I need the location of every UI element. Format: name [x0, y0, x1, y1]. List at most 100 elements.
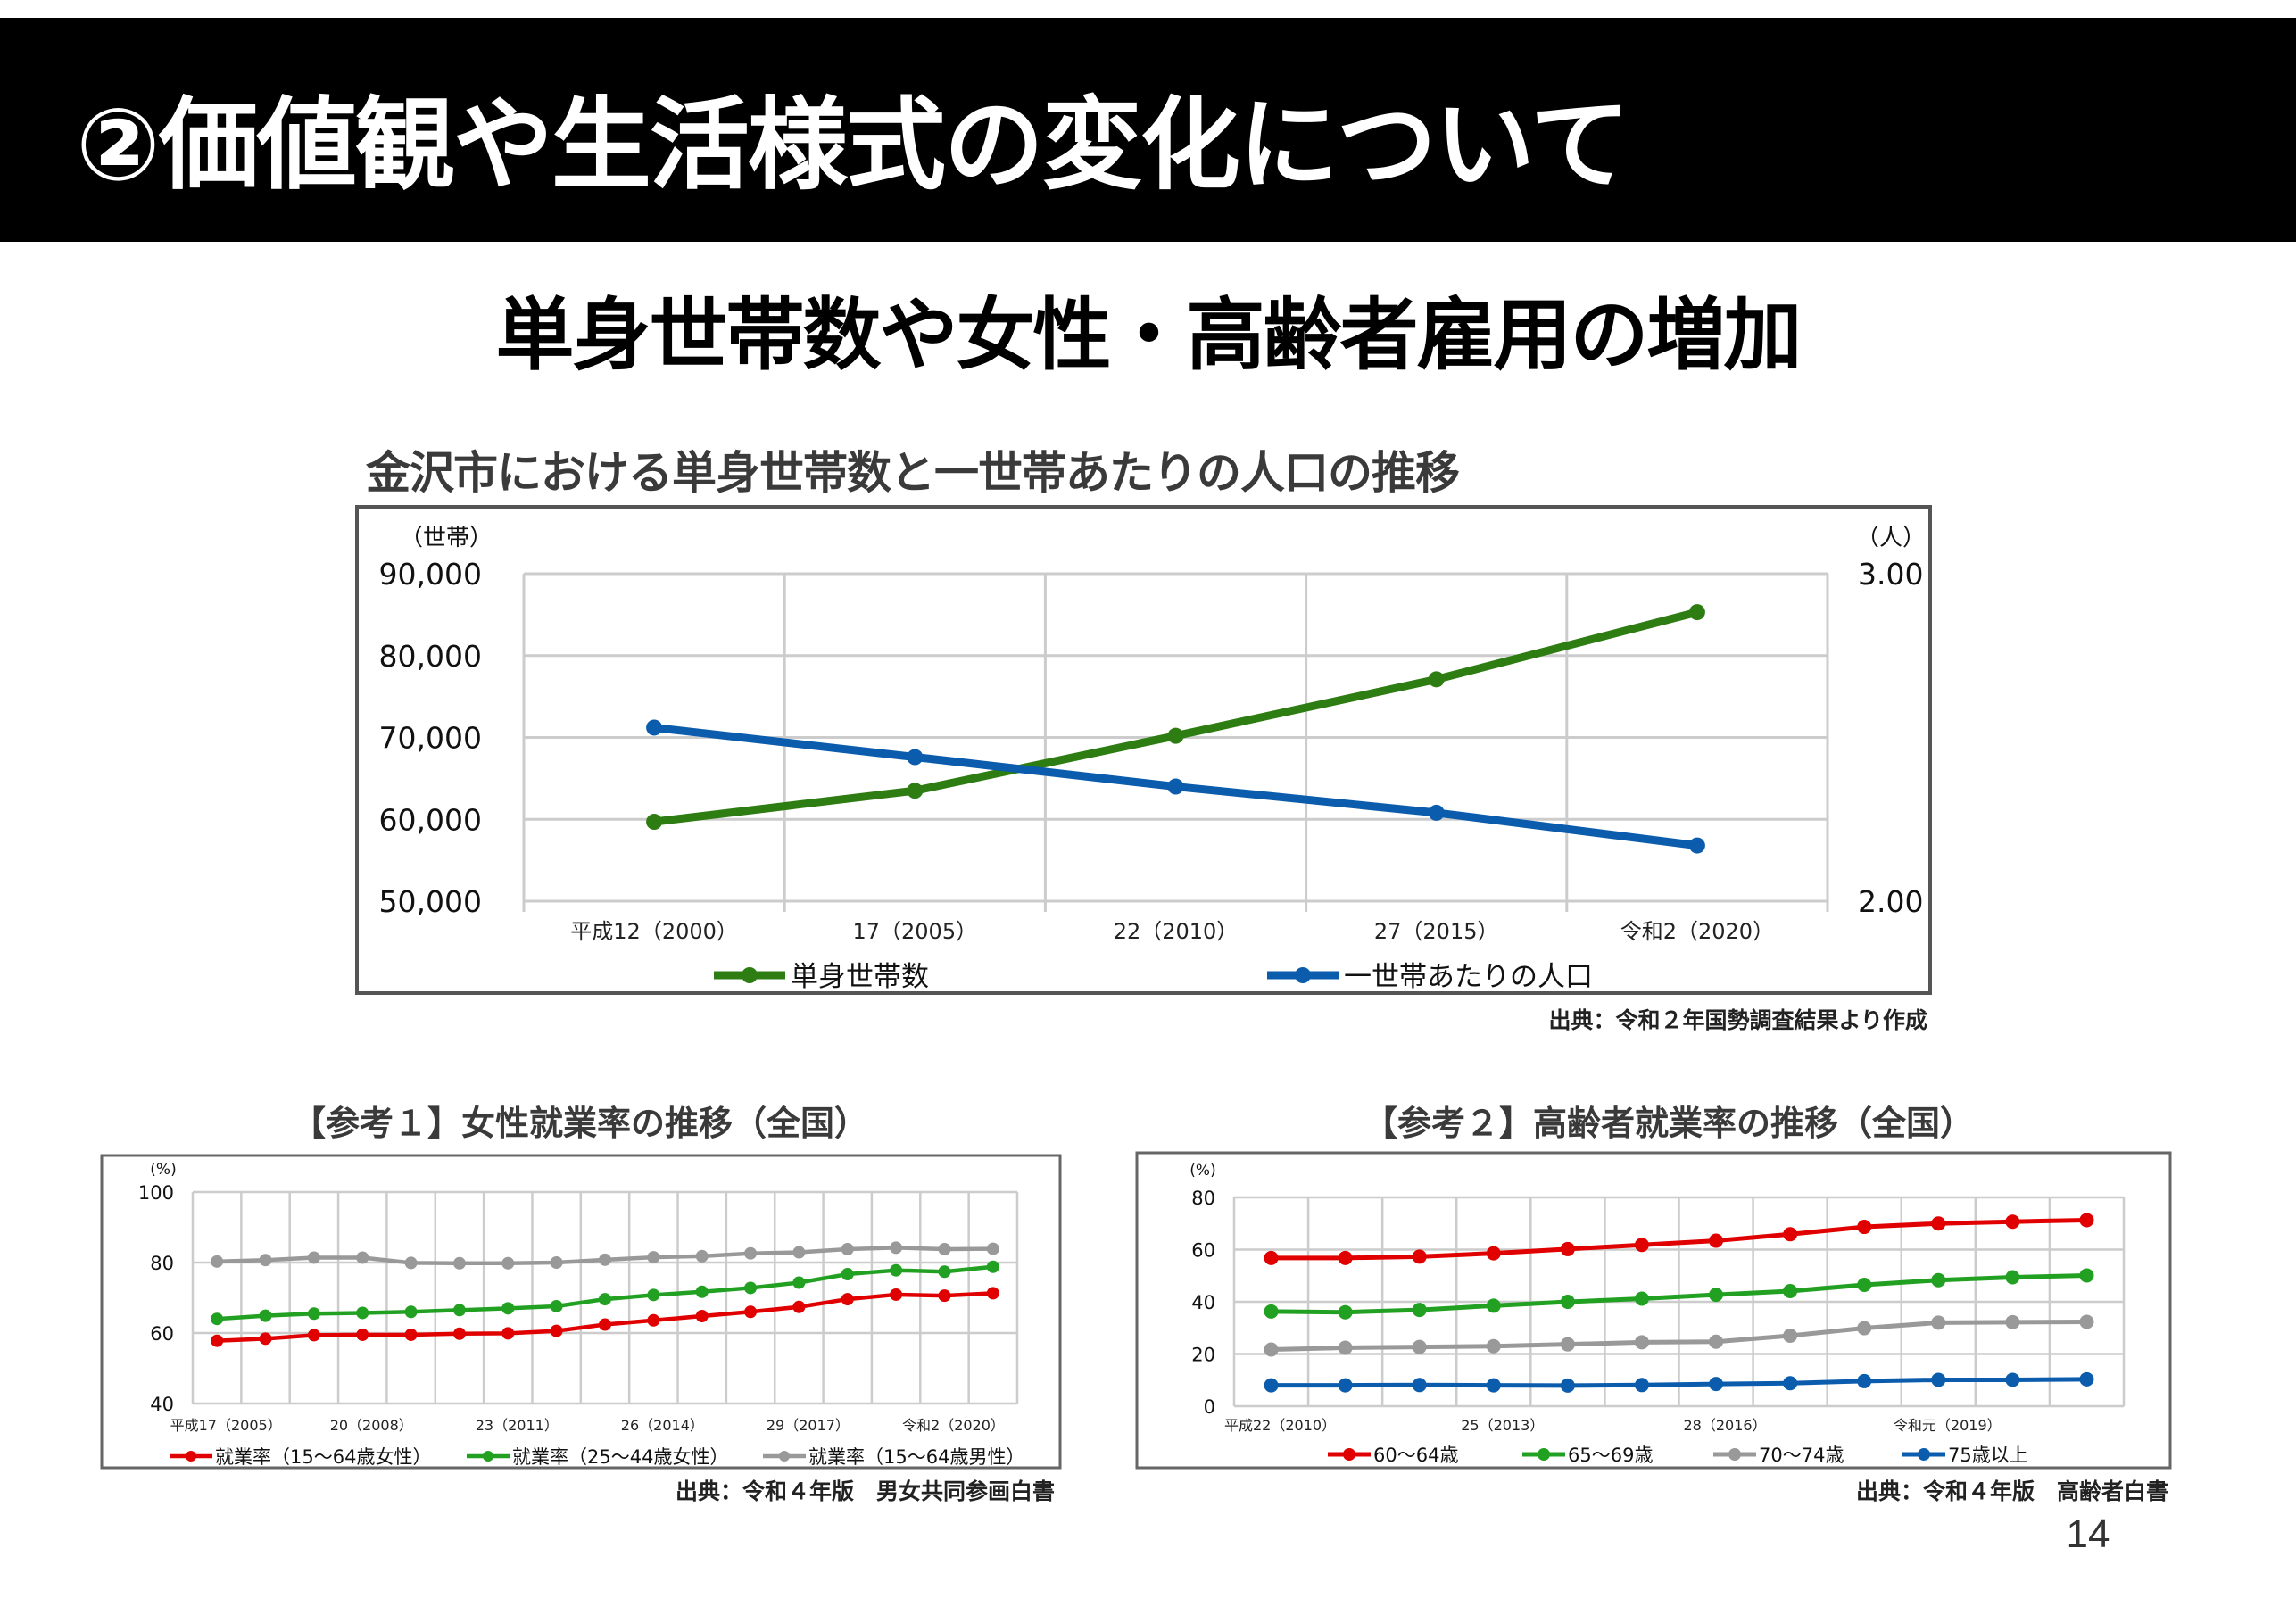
legend-label: 75歳以上: [1948, 1445, 2028, 1466]
data-point: [1709, 1334, 1724, 1349]
data-point: [1486, 1378, 1501, 1393]
data-point: [1931, 1272, 1946, 1288]
data-point: [307, 1329, 320, 1342]
data-point: [1167, 727, 1184, 744]
left-axis-tick-label: 60,000: [379, 802, 482, 837]
y-axis-tick-label: 40: [150, 1394, 174, 1415]
x-axis-tick-label: 22（2010）: [1114, 919, 1239, 944]
data-point: [744, 1305, 758, 1319]
legend-marker: [1343, 1448, 1355, 1461]
x-axis-tick-label: 23（2011）: [476, 1417, 559, 1434]
main-chart-title: 金沢市における単身世帯数と一世帯あたりの人口の推移: [366, 447, 1460, 499]
data-point: [211, 1255, 224, 1268]
data-point: [1412, 1249, 1427, 1264]
data-point: [938, 1242, 951, 1255]
x-axis-tick-label: 29（2017）: [767, 1417, 850, 1434]
legend-label: 65～69歳: [1568, 1445, 1653, 1466]
data-point: [2079, 1268, 2094, 1283]
data-point: [1338, 1340, 1353, 1355]
y-axis-unit-label: (%): [1189, 1162, 1215, 1180]
data-point: [211, 1312, 224, 1326]
data-point: [1931, 1372, 1946, 1387]
y-axis-tick-label: 0: [1204, 1396, 1215, 1418]
elderly-chart-title: 【参考２】高齢者就業率の推移（全国）: [1363, 1104, 1974, 1143]
data-point: [1338, 1250, 1353, 1265]
data-point: [599, 1253, 611, 1266]
data-point: [1857, 1220, 1872, 1235]
legend-label: 単身世帯数: [791, 961, 929, 993]
x-axis-tick-label: 平成22（2010）: [1224, 1417, 1336, 1434]
data-point: [1931, 1315, 1946, 1330]
x-axis-tick-label: 26（2014）: [621, 1417, 704, 1434]
legend-label: 一世帯あたりの人口: [1344, 961, 1593, 993]
x-axis-tick-label: 令和元（2019）: [1894, 1417, 2002, 1434]
data-point: [452, 1327, 466, 1340]
data-point: [1486, 1338, 1501, 1354]
left-axis-tick-label: 80,000: [379, 639, 482, 674]
data-point: [2079, 1371, 2094, 1387]
y-axis-tick-label: 60: [150, 1323, 174, 1345]
x-axis-tick-label: 17（2005）: [852, 919, 977, 944]
legend-marker: [1728, 1448, 1741, 1461]
data-point: [1338, 1304, 1353, 1320]
data-point: [1412, 1303, 1427, 1318]
elderly-chart-source: 出典：令和４年版 高齢者白書: [1855, 1478, 2168, 1504]
data-point: [890, 1288, 903, 1301]
right-axis-tick-label: 3.00: [1858, 557, 1923, 592]
data-point: [259, 1309, 272, 1322]
series-line: [1271, 1217, 2087, 1261]
series-line: [1271, 1320, 2087, 1353]
y-axis-tick-label: 100: [138, 1182, 174, 1204]
legend-label: 就業率（15～64歳女性）: [215, 1446, 431, 1468]
legend-marker: [1918, 1448, 1930, 1461]
left-axis-unit-label: （世帯）: [400, 525, 493, 551]
data-point: [1264, 1378, 1279, 1393]
right-axis-tick-label: 2.00: [1858, 884, 1923, 919]
data-point: [1264, 1304, 1279, 1319]
data-point: [2079, 1213, 2094, 1228]
data-point: [890, 1263, 903, 1277]
data-point: [1560, 1378, 1575, 1393]
data-point: [211, 1334, 224, 1347]
legend-marker: [186, 1451, 196, 1462]
data-point: [986, 1260, 999, 1273]
chart-frame: [355, 505, 1932, 995]
legend-marker: [483, 1451, 493, 1462]
female-chart: 100 80 60 40 (%) 平成17（2005） 20（2008） 23（2011） 26…: [100, 1154, 1062, 1470]
data-point: [1783, 1329, 1798, 1344]
data-point: [2005, 1372, 2020, 1387]
data-point: [599, 1318, 611, 1331]
data-point: [646, 719, 663, 736]
legend-label: 就業率（25～44歳女性）: [512, 1446, 728, 1468]
data-point: [599, 1293, 611, 1306]
legend-marker: [1538, 1448, 1550, 1461]
data-point: [1634, 1291, 1649, 1306]
slide-subtitle: 単身世帯数や女性・高齢者雇用の増加: [495, 289, 1802, 381]
data-point: [647, 1313, 660, 1327]
data-point: [695, 1285, 709, 1298]
data-point: [1634, 1378, 1649, 1393]
x-axis-tick-label: 平成17（2005）: [170, 1417, 282, 1434]
female-chart-title: 【参考１】女性就業率の推移（全国）: [291, 1104, 868, 1143]
page-number: 14: [2066, 1512, 2110, 1556]
data-point: [1931, 1216, 1946, 1231]
x-axis-tick-label: 28（2016）: [1683, 1417, 1766, 1434]
data-point: [744, 1281, 758, 1295]
data-point: [1560, 1337, 1575, 1352]
data-point: [841, 1293, 854, 1306]
data-point: [452, 1256, 466, 1270]
data-point: [550, 1299, 563, 1312]
y-axis-tick-label: 80: [1191, 1188, 1215, 1209]
data-point: [1709, 1233, 1724, 1248]
data-point: [1560, 1241, 1575, 1256]
data-point: [356, 1251, 369, 1264]
data-point: [890, 1241, 903, 1255]
data-point: [792, 1246, 806, 1259]
data-point: [1709, 1377, 1724, 1392]
x-axis-tick-label: 平成12（2000）: [570, 919, 738, 944]
y-axis-unit-label: (%): [150, 1161, 176, 1179]
data-point: [356, 1306, 369, 1320]
legend-marker: [742, 967, 758, 983]
data-point: [841, 1242, 854, 1255]
